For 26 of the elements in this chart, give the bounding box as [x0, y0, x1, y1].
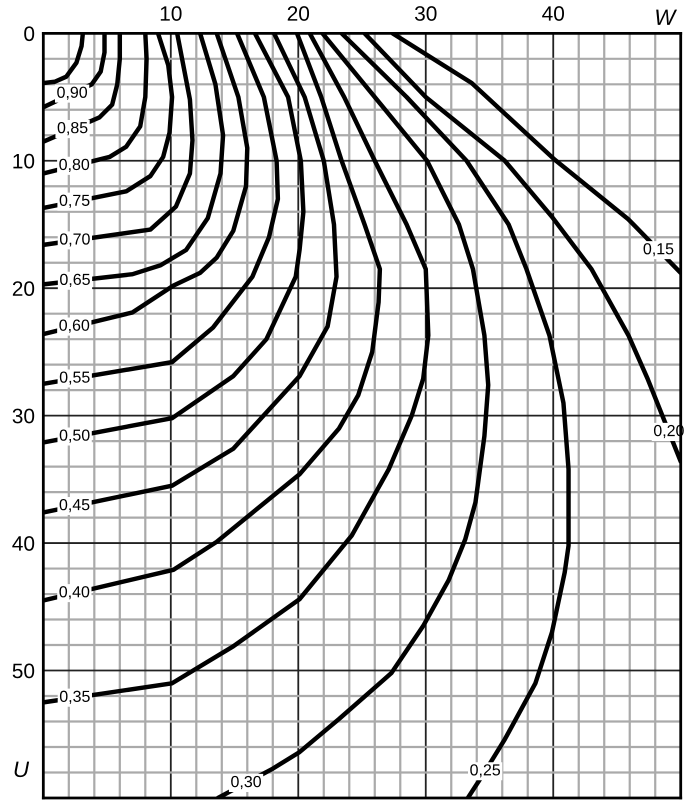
series-label: 0,55 — [60, 371, 90, 385]
series-label: 0,85 — [58, 122, 88, 136]
series-label: 0,75 — [60, 194, 90, 208]
series-label: 0,90 — [57, 86, 88, 100]
x-tick-label: 40 — [542, 6, 564, 21]
series-label: 0,35 — [60, 690, 90, 704]
y-tick-label: 30 — [12, 408, 34, 424]
series-label: 0,40 — [59, 586, 90, 600]
x-axis-title: W — [656, 10, 678, 25]
series-label: 0,50 — [60, 429, 90, 443]
y-tick-label: 50 — [12, 664, 34, 678]
y-tick-label: 40 — [12, 536, 34, 551]
series-label: 0,80 — [59, 158, 90, 172]
series-label: 0,65 — [60, 274, 90, 287]
series-label: 0,15 — [644, 243, 674, 256]
x-tick-label: 20 — [288, 6, 310, 21]
series-label: 0,60 — [59, 320, 90, 333]
y-tick-label: 20 — [12, 281, 34, 296]
x-tick-label: 10 — [160, 6, 182, 21]
x-tick-label: 30 — [414, 6, 437, 21]
series-label: 0,70 — [60, 233, 90, 247]
y-tick-label: 0 — [24, 26, 34, 42]
y-axis-title: U — [14, 762, 30, 778]
series-label: 0,45 — [60, 498, 90, 512]
series-label: 0,30 — [231, 776, 261, 790]
y-tick-label: 10 — [13, 154, 34, 169]
